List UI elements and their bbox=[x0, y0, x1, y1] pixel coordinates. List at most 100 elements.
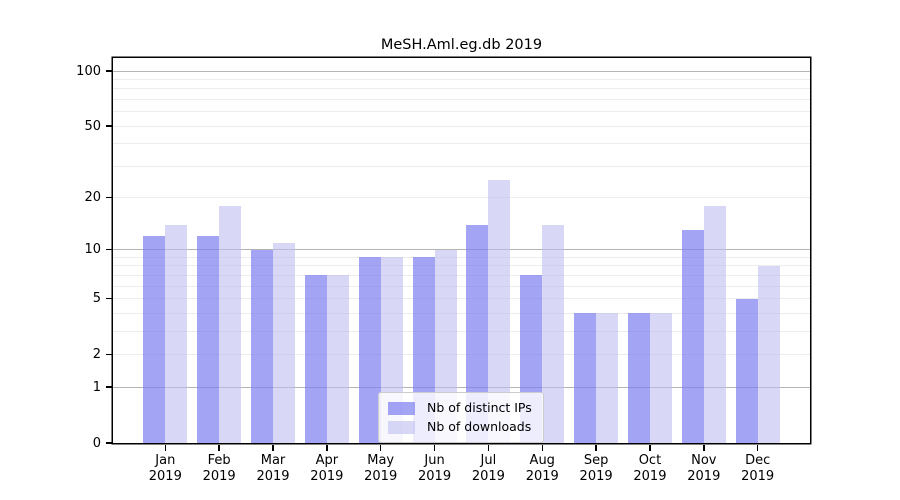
gridline-minor bbox=[113, 78, 810, 80]
y-tick bbox=[105, 196, 112, 199]
y-tick-label: 1 bbox=[92, 379, 101, 395]
legend-label-downloads: Nb of downloads bbox=[427, 419, 532, 434]
bar-downloads bbox=[326, 275, 349, 443]
bar-downloads bbox=[757, 265, 780, 443]
bar-distinct-ips bbox=[197, 236, 220, 443]
bar-downloads bbox=[273, 242, 295, 443]
legend-row-ips: Nb of distinct IPs bbox=[388, 400, 532, 416]
gridline-minor bbox=[113, 274, 810, 276]
gridline-minor bbox=[113, 111, 810, 113]
x-tick-label-month: Aug bbox=[529, 453, 555, 468]
y-tick bbox=[105, 386, 112, 388]
x-tick-label: Jan 2019 bbox=[133, 453, 197, 485]
bar-distinct-ips bbox=[251, 249, 273, 443]
bar-downloads bbox=[165, 224, 188, 443]
x-tick-label-year: 2019 bbox=[579, 469, 613, 484]
x-tick-label: Oct 2019 bbox=[618, 453, 682, 485]
bar-downloads bbox=[703, 205, 726, 443]
x-tick-label-month: Dec bbox=[745, 453, 771, 468]
bar-distinct-ips bbox=[304, 275, 327, 443]
x-tick-label-month: Jan bbox=[155, 453, 176, 468]
x-tick-label-month: Jun bbox=[424, 453, 445, 468]
y-tick-label: 5 bbox=[92, 291, 101, 307]
x-tick-label-year: 2019 bbox=[148, 469, 182, 484]
legend-row-downloads: Nb of downloads bbox=[388, 419, 532, 435]
y-tick bbox=[105, 442, 112, 444]
x-tick-label: Mar 2019 bbox=[241, 453, 305, 485]
gridline-major bbox=[113, 249, 810, 251]
plot-area bbox=[113, 58, 810, 443]
gridline-minor bbox=[113, 265, 810, 267]
y-tick bbox=[105, 297, 112, 300]
x-tick-label: Apr 2019 bbox=[295, 453, 359, 485]
x-tick bbox=[164, 444, 167, 451]
bar-distinct-ips bbox=[627, 313, 650, 443]
x-tick-label-month: Oct bbox=[638, 453, 662, 468]
bar-downloads bbox=[219, 205, 242, 443]
x-tick-label-year: 2019 bbox=[633, 469, 667, 484]
bar-downloads bbox=[542, 224, 565, 443]
x-tick-label: May 2019 bbox=[349, 453, 413, 485]
x-tick-label-year: 2019 bbox=[202, 469, 236, 484]
y-tick-label: 20 bbox=[84, 190, 101, 206]
gridline-minor bbox=[113, 298, 810, 300]
y-tick-label: 2 bbox=[92, 346, 101, 362]
x-tick bbox=[433, 444, 436, 451]
gridline-minor bbox=[113, 330, 810, 332]
x-tick-label-year: 2019 bbox=[310, 469, 344, 484]
x-tick-label: Aug 2019 bbox=[510, 453, 574, 485]
x-tick-label-month: Mar bbox=[260, 453, 286, 468]
x-tick bbox=[649, 444, 651, 451]
x-tick-label-month: May bbox=[367, 453, 395, 468]
x-tick-label: Jul 2019 bbox=[456, 453, 520, 485]
y-tick-label: 100 bbox=[76, 63, 101, 79]
bar-distinct-ips bbox=[466, 224, 489, 443]
x-tick-label-year: 2019 bbox=[256, 469, 290, 484]
x-tick bbox=[756, 444, 759, 451]
bar-distinct-ips bbox=[735, 298, 758, 443]
gridline-minor bbox=[113, 353, 810, 355]
y-tick-label: 10 bbox=[84, 242, 101, 258]
gridline-minor bbox=[113, 125, 810, 127]
gridline-minor bbox=[113, 285, 810, 287]
x-tick-label-month: Apr bbox=[315, 453, 339, 468]
x-tick bbox=[272, 444, 274, 451]
grid-layer bbox=[113, 58, 810, 443]
x-tick-label: Sep 2019 bbox=[564, 453, 628, 485]
y-tick-label: 50 bbox=[84, 118, 101, 134]
gridline-minor bbox=[113, 143, 810, 145]
x-tick-label-month: Sep bbox=[583, 453, 609, 468]
gridline-minor bbox=[113, 98, 810, 100]
x-tick-label-year: 2019 bbox=[364, 469, 398, 484]
x-tick bbox=[703, 444, 705, 451]
x-tick-label: Dec 2019 bbox=[726, 453, 790, 485]
gridline-major bbox=[113, 386, 810, 388]
x-tick-label: Feb 2019 bbox=[187, 453, 251, 485]
y-tick bbox=[105, 353, 112, 356]
x-tick bbox=[541, 444, 543, 451]
legend-swatch-distinct-ips bbox=[388, 401, 415, 415]
x-tick-label-month: Nov bbox=[691, 453, 717, 468]
x-tick bbox=[595, 444, 597, 451]
x-tick bbox=[379, 444, 382, 451]
x-tick-label-year: 2019 bbox=[525, 469, 559, 484]
x-tick bbox=[326, 444, 328, 451]
chart-title: MeSH.Aml.eg.db 2019 bbox=[380, 37, 543, 53]
legend-swatch-downloads bbox=[388, 420, 415, 434]
y-tick bbox=[105, 70, 112, 72]
x-tick-label: Nov 2019 bbox=[672, 453, 736, 485]
bar-downloads bbox=[488, 180, 511, 443]
bar-distinct-ips bbox=[358, 257, 381, 443]
bar-distinct-ips bbox=[143, 236, 166, 443]
gridline-minor bbox=[113, 312, 810, 314]
x-tick-label-year: 2019 bbox=[687, 469, 721, 484]
x-tick-label-year: 2019 bbox=[471, 469, 505, 484]
gridline-minor bbox=[113, 197, 810, 199]
y-tick bbox=[105, 125, 112, 127]
bar-layer bbox=[113, 58, 810, 443]
gridline-minor bbox=[113, 256, 810, 258]
y-tick bbox=[105, 248, 112, 251]
x-tick-label-year: 2019 bbox=[418, 469, 452, 484]
x-tick bbox=[218, 444, 220, 451]
